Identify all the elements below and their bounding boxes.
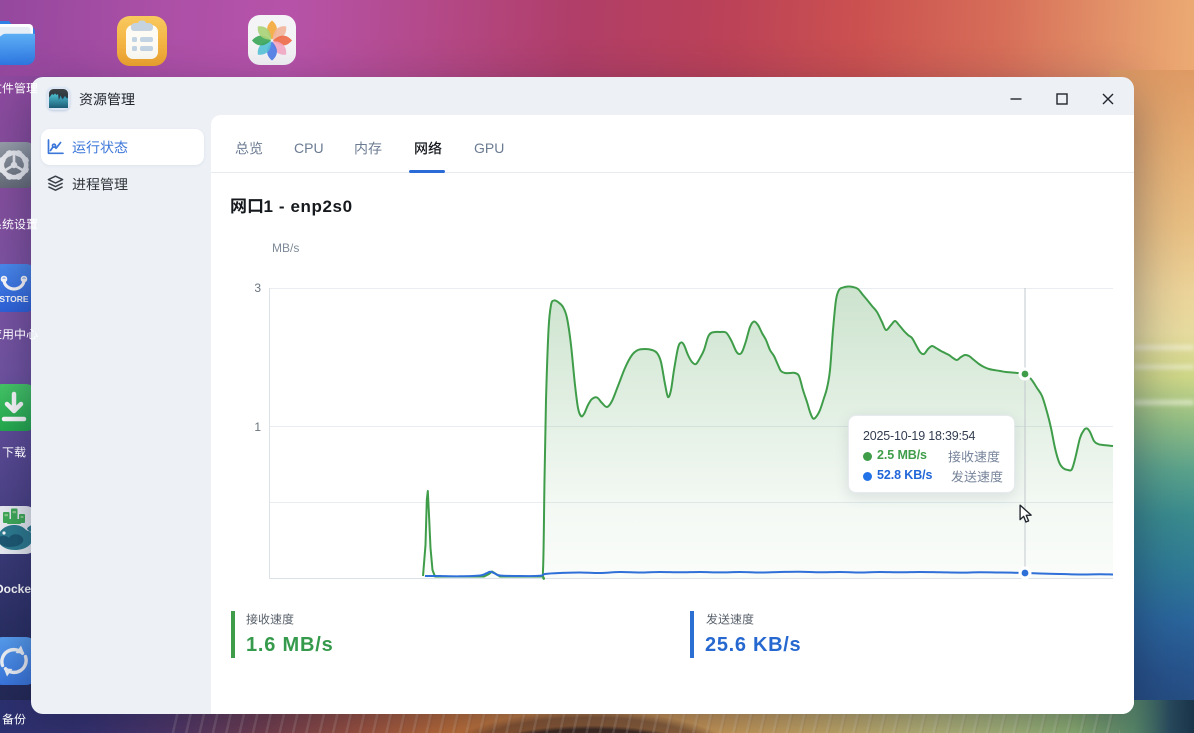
svg-text:STORE: STORE [0, 294, 29, 304]
